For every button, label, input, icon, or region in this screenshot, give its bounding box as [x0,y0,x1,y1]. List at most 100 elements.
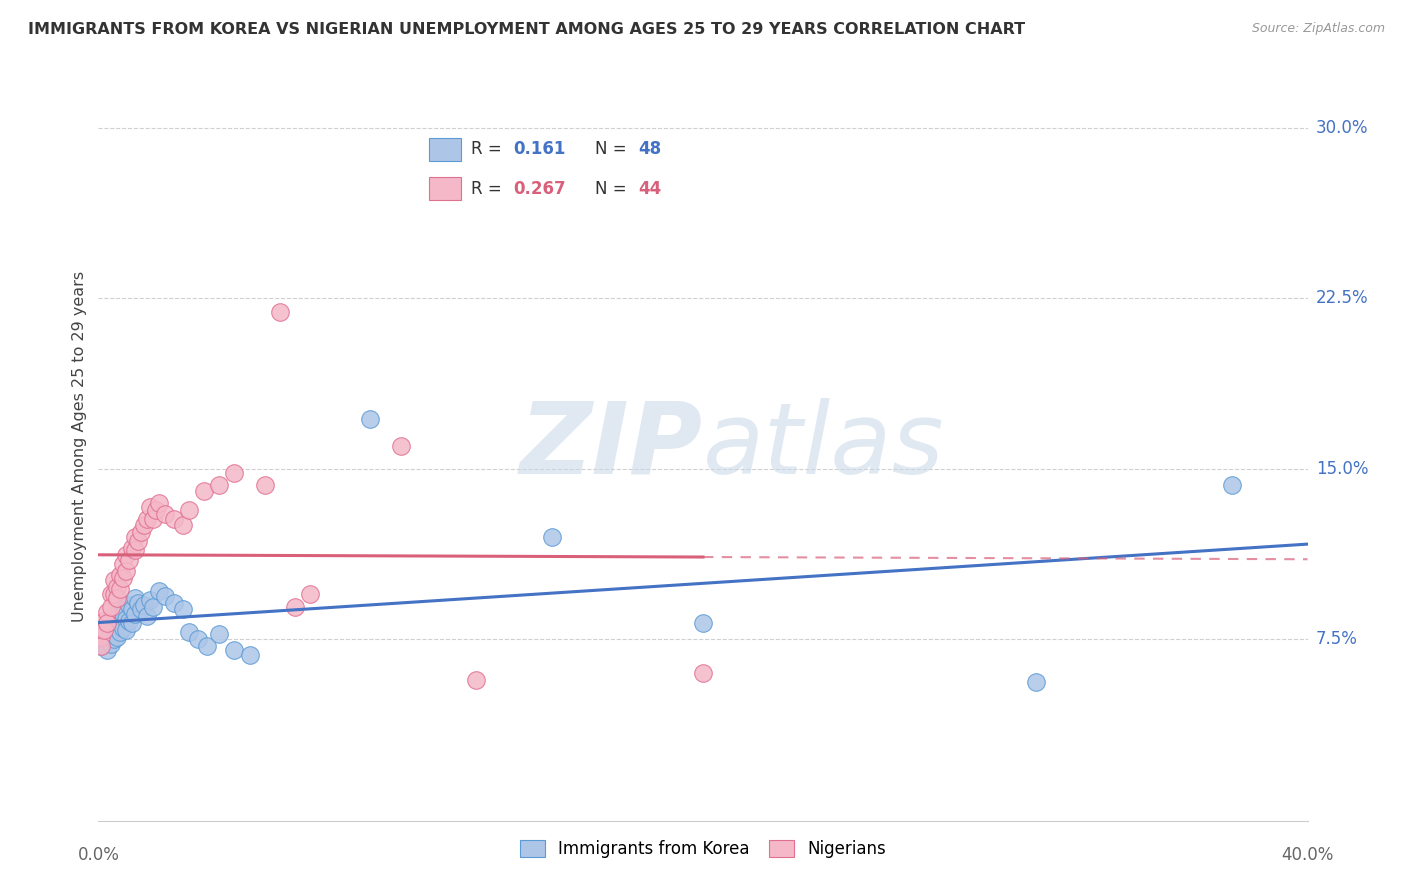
Point [121,602,143,616]
Point [114,564,136,578]
Point [108,625,131,640]
Point [105,630,128,644]
Point [103,632,125,646]
Point [111,621,134,635]
Point [129,602,152,616]
Text: 7.5%: 7.5% [1316,630,1358,648]
Text: R =: R = [471,179,508,198]
Point [142,600,165,615]
Point [93,614,115,628]
Text: 0.0%: 0.0% [77,846,120,863]
Point [93,623,115,637]
Point [111,607,134,621]
Text: 15.0%: 15.0% [1316,459,1368,478]
Point [124,591,146,606]
Point [239,648,262,662]
Point [360,411,382,425]
Point [148,496,170,510]
Point [127,534,149,549]
Point [139,500,162,515]
Point [179,502,201,516]
Point [153,589,176,603]
Point [103,623,125,637]
Point [100,616,122,631]
Text: 30.0%: 30.0% [1316,120,1368,137]
Point [90,639,112,653]
Text: 40.0%: 40.0% [1281,846,1334,863]
Point [96,625,118,640]
Text: R =: R = [471,140,508,158]
Point [121,616,143,631]
Text: 0.267: 0.267 [513,179,567,198]
Point [124,530,146,544]
Point [108,616,131,631]
Point [118,614,141,628]
Point [284,600,307,615]
Text: N =: N = [595,140,633,158]
Point [148,584,170,599]
Point [208,627,231,641]
Point [299,586,322,600]
Point [129,525,152,540]
Point [90,630,112,644]
FancyBboxPatch shape [429,137,461,161]
Point [142,511,165,525]
Point [108,602,131,616]
Point [118,598,141,612]
Point [96,616,118,631]
Point [1220,477,1243,491]
Point [172,602,194,616]
Text: 44: 44 [638,179,661,198]
Point [90,630,112,644]
Point [96,605,118,619]
Point [100,600,122,615]
Point [139,593,162,607]
Point [132,518,155,533]
Point [253,477,276,491]
Point [465,673,488,687]
Point [100,586,122,600]
Point [111,571,134,585]
Text: 22.5%: 22.5% [1316,289,1368,308]
Point [163,511,186,525]
Point [135,511,157,525]
Point [121,541,143,556]
Point [103,609,125,624]
Point [93,621,115,635]
Point [692,666,714,681]
Point [105,591,128,606]
Point [208,477,231,491]
Point [692,616,714,631]
Point [153,507,176,521]
Text: 0.161: 0.161 [513,140,567,158]
Point [124,543,146,558]
Point [103,586,125,600]
Point [132,598,155,612]
Text: 48: 48 [638,140,661,158]
Point [93,634,115,648]
Point [135,609,157,624]
Point [224,467,246,481]
Point [269,305,291,319]
Point [100,636,122,650]
Point [172,518,194,533]
Point [105,580,128,594]
Point [108,582,131,596]
Point [105,614,128,628]
Point [145,502,167,516]
Point [163,596,186,610]
Point [114,611,136,625]
Text: N =: N = [595,179,633,198]
Point [114,623,136,637]
Point [127,596,149,610]
Point [108,568,131,582]
Point [111,557,134,571]
Point [540,530,562,544]
Y-axis label: Unemployment Among Ages 25 to 29 years: Unemployment Among Ages 25 to 29 years [72,270,87,622]
Text: atlas: atlas [703,398,945,494]
Point [187,632,209,646]
Text: Source: ZipAtlas.com: Source: ZipAtlas.com [1251,22,1385,36]
Point [90,639,112,653]
Point [193,484,215,499]
Text: ZIP: ZIP [520,398,703,494]
